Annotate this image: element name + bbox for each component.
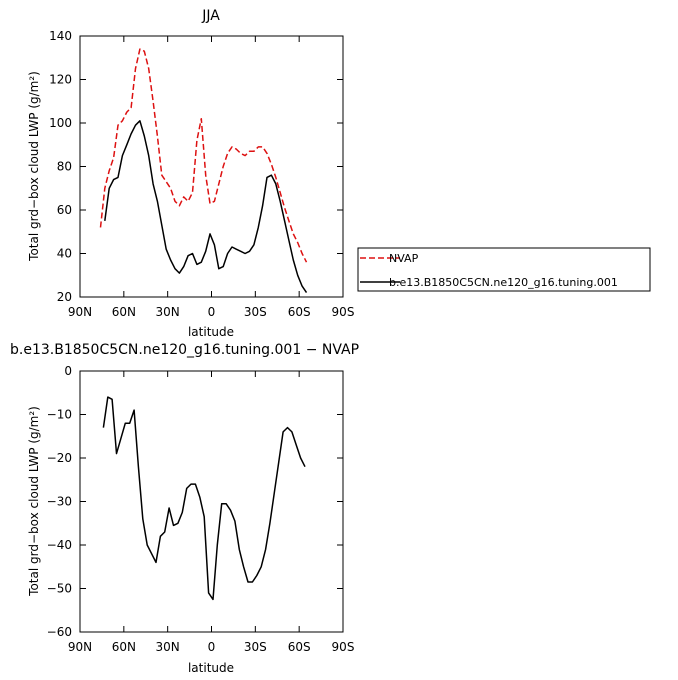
bottom-y-tick-label: −40 — [47, 538, 72, 552]
bottom-x-tick-label: 60N — [112, 640, 136, 654]
bottom-x-axis-label: latitude — [188, 661, 234, 675]
bottom-x-tick-label: 60S — [288, 640, 311, 654]
top-y-tick-label: 140 — [49, 29, 72, 43]
legend-label-nvap: NVAP — [389, 252, 419, 265]
top-panel-title: JJA — [201, 8, 220, 24]
top-y-tick-label: 20 — [57, 290, 72, 304]
top-y-tick-label: 120 — [49, 73, 72, 87]
top-y-axis-label: Total grd−box cloud LWP (g/m²) — [27, 71, 41, 262]
bottom-y-tick-label: −60 — [47, 625, 72, 639]
bottom-y-tick-label: −10 — [47, 408, 72, 422]
top-panel: JJA 90N 60N 30N 0 30S 60S 90S 20 40 60 80 100 120 140… — [27, 8, 651, 339]
bottom-x-tick-label: 30S — [244, 640, 267, 654]
bottom-panel-title: b.e13.B1850C5CN.ne120_g16.tuning.001 − N… — [10, 342, 359, 358]
top-y-tick-label: 80 — [57, 160, 72, 174]
legend: NVAP b.e13.B1850C5CN.ne120_g16.tuning.00… — [357, 247, 651, 292]
bottom-y-tick-label: −50 — [47, 582, 72, 596]
top-x-tick-label: 90S — [332, 305, 355, 319]
top-x-tick-label: 90N — [68, 305, 92, 319]
top-series-line-0 — [99, 48, 308, 263]
top-x-tick-label: 30S — [244, 305, 267, 319]
legend-box — [357, 247, 651, 292]
bottom-series-line-0 — [102, 396, 306, 601]
top-x-tick-label: 60N — [112, 305, 136, 319]
bottom-x-tick-label: 90S — [332, 640, 355, 654]
top-y-tick-label: 40 — [57, 247, 72, 261]
bottom-plot-frame — [79, 370, 344, 633]
legend-label-model: b.e13.B1850C5CN.ne120_g16.tuning.001 — [389, 276, 618, 289]
top-x-tick-label: 60S — [288, 305, 311, 319]
bottom-x-tick-label: 30N — [156, 640, 180, 654]
top-y-tick-label: 60 — [57, 203, 72, 217]
top-y-tick-label: 100 — [49, 116, 72, 130]
top-x-tick-label: 30N — [156, 305, 180, 319]
top-x-axis-label: latitude — [188, 325, 234, 339]
bottom-panel: b.e13.B1850C5CN.ne120_g16.tuning.001 − N… — [10, 342, 359, 675]
bottom-y-tick-label: −20 — [47, 451, 72, 465]
top-x-tick-label: 0 — [208, 305, 216, 319]
bottom-y-tick-label: −30 — [47, 495, 72, 509]
top-series-line-1 — [104, 120, 308, 294]
bottom-y-axis-label: Total grd−box cloud LWP (g/m²) — [27, 406, 41, 597]
bottom-x-tick-label: 0 — [208, 640, 216, 654]
bottom-y-tick-label: 0 — [64, 364, 72, 378]
bottom-x-tick-label: 90N — [68, 640, 92, 654]
